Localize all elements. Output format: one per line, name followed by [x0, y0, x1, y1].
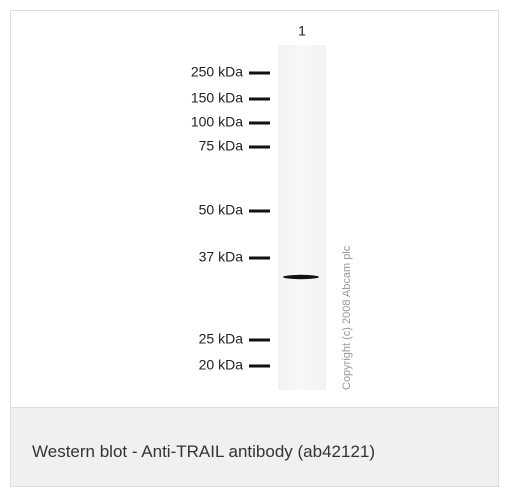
- caption: Western blot - Anti-TRAIL antibody (ab42…: [32, 442, 376, 461]
- marker-dash: [249, 209, 270, 213]
- caption-area: Western blot - Anti-TRAIL antibody (ab42…: [11, 407, 498, 486]
- marker-dash: [249, 338, 270, 342]
- lane: [278, 45, 326, 390]
- marker-dash: [249, 97, 270, 101]
- marker-label: 50 kDa: [199, 202, 244, 218]
- marker-label: 100 kDa: [191, 114, 243, 130]
- marker-label: 150 kDa: [191, 90, 243, 106]
- marker-label: 25 kDa: [199, 331, 244, 347]
- marker-label: 20 kDa: [199, 357, 244, 373]
- marker-label: 250 kDa: [191, 64, 243, 80]
- markers: 250 kDa 150 kDa 100 kDa 75 kDa 50 kDa 37 kDa 2…: [191, 64, 270, 373]
- copyright: Copyright (c) 2008 Abcam plc: [341, 245, 353, 390]
- figure-frame: Western blot - Anti-TRAIL antibody (ab42…: [10, 10, 499, 487]
- marker-label: 75 kDa: [199, 138, 244, 154]
- marker-dash: [249, 256, 270, 260]
- band: [283, 274, 319, 280]
- blot: 1 Copyright (c) 2008 Abcam plc 250 kDa 15…: [191, 23, 353, 390]
- lane-label: 1: [298, 23, 306, 39]
- marker-dash: [249, 71, 270, 75]
- marker-dash: [249, 145, 270, 149]
- marker-dash: [249, 364, 270, 368]
- marker-label: 37 kDa: [199, 249, 244, 265]
- marker-dash: [249, 121, 270, 125]
